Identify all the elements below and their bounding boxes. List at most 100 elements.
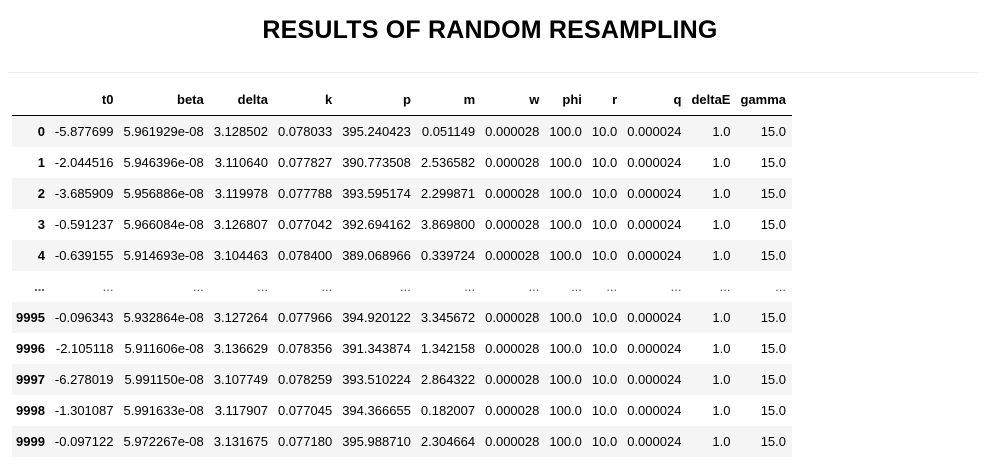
column-header: phi	[545, 84, 588, 116]
table-row: 2 -3.685909 5.956886e-08 3.119978 0.077788 39…	[12, 178, 792, 209]
table-cell: 392.694162	[342, 217, 411, 232]
table-cell: 0.000028	[485, 248, 540, 263]
table-cell: 10.0	[591, 434, 618, 449]
table-cell: 0.078400	[277, 248, 333, 263]
row-index: 9998	[16, 403, 45, 418]
table-cell: 15.0	[760, 217, 786, 232]
table-cell: 100.0	[549, 217, 582, 232]
table-cell: 5.946396e-08	[123, 155, 204, 170]
table-cell: -6.278019	[54, 372, 114, 387]
column-header: w	[481, 84, 546, 116]
table-cell: 0.000028	[485, 186, 540, 201]
table-cell: 1.0	[712, 372, 731, 387]
table-cell: ...	[192, 279, 204, 294]
table-cell: 3.345672	[420, 310, 476, 325]
table-cell: 15.0	[760, 434, 786, 449]
table-cell: ...	[719, 279, 731, 294]
table-cell: 0.000024	[627, 248, 682, 263]
table-cell: 0.077788	[277, 186, 333, 201]
table-cell: 3.128502	[213, 124, 268, 139]
table-cell: -2.044516	[54, 155, 114, 170]
table-cell: 395.988710	[342, 434, 411, 449]
table-cell: 5.966084e-08	[123, 217, 204, 232]
table-cell: 5.932864e-08	[123, 310, 204, 325]
table-cell: 0.078356	[277, 341, 333, 356]
table-cell: 3.104463	[213, 248, 268, 263]
column-header: gamma	[736, 84, 792, 116]
table-cell: 0.077827	[277, 155, 333, 170]
table-cell: ...	[102, 279, 114, 294]
column-header: t0	[50, 84, 120, 116]
table-cell: 5.991150e-08	[124, 372, 204, 387]
table-row: 9998 -1.301087 5.991633e-08 3.117907 0.07704…	[12, 395, 792, 426]
table-cell: 0.000028	[485, 124, 540, 139]
row-index: 3	[37, 217, 45, 232]
table-cell: ...	[670, 279, 682, 294]
table-cell: 0.078259	[277, 372, 333, 387]
row-index: 4	[37, 248, 45, 263]
table-cell: 0.000024	[627, 217, 682, 232]
table-cell: 15.0	[760, 310, 786, 325]
table-cell: 2.304664	[420, 434, 476, 449]
table-cell: 10.0	[591, 403, 618, 418]
column-header: k	[273, 84, 339, 116]
table-cell: 0.182007	[420, 403, 476, 418]
table-cell: 393.510224	[342, 372, 411, 387]
table-cell: 10.0	[591, 217, 618, 232]
table-cell: 1.342158	[420, 341, 476, 356]
table-row: 9999 -0.097122 5.972267e-08 3.131675 0.07718…	[12, 426, 792, 457]
column-header: m	[416, 84, 482, 116]
table-cell: ...	[775, 279, 786, 294]
table-cell: -0.096343	[54, 310, 114, 325]
table-cell: 15.0	[760, 372, 786, 387]
table-cell: 3.131675	[213, 434, 268, 449]
row-index: 9996	[16, 341, 45, 356]
table-cell: 15.0	[760, 248, 786, 263]
table-row: 9995 -0.096343 5.932864e-08 3.127264 0.07796…	[12, 302, 792, 333]
table-cell: -0.591237	[54, 217, 114, 232]
table-cell: 2.299871	[420, 186, 476, 201]
table-cell: 3.107749	[213, 372, 268, 387]
table-cell: 0.077180	[277, 434, 333, 449]
table-cell: 0.000024	[627, 186, 682, 201]
table-cell: 393.595174	[342, 186, 411, 201]
row-index: 0	[37, 124, 45, 139]
table-cell: 1.0	[712, 155, 731, 170]
table-cell: 0.077966	[277, 310, 333, 325]
table-cell: 0.000028	[485, 372, 540, 387]
table-cell: 391.343874	[342, 341, 411, 356]
page-title: RESULTS OF RANDOM RESAMPLING	[262, 16, 718, 44]
table-cell: 1.0	[712, 248, 731, 263]
table-cell: 5.961929e-08	[123, 124, 204, 139]
table-cell: 100.0	[549, 248, 582, 263]
column-header: r	[587, 84, 624, 116]
table-cell: 1.0	[712, 217, 731, 232]
table-cell: 1.0	[712, 186, 731, 201]
table-cell: 10.0	[591, 372, 618, 387]
table-cell: 0.000024	[627, 310, 682, 325]
table-cell: ...	[464, 279, 476, 294]
table-cell: 1.0	[712, 341, 731, 356]
table-cell: 0.078033	[277, 124, 333, 139]
table-cell: 394.366655	[342, 403, 411, 418]
table-cell: 100.0	[549, 186, 582, 201]
table-cell: ...	[528, 279, 540, 294]
table-cell: 0.000024	[627, 155, 682, 170]
table-cell: ...	[321, 279, 333, 294]
table-cell: 0.000028	[485, 403, 540, 418]
table-cell: 15.0	[760, 403, 786, 418]
table-cell: -5.877699	[54, 124, 114, 139]
table-row: 9997 -6.278019 5.991150e-08 3.107749 0.07825…	[12, 364, 792, 395]
table-cell: 100.0	[549, 434, 582, 449]
column-header: q	[623, 84, 688, 116]
table-cell: 5.956886e-08	[123, 186, 204, 201]
column-header: delta	[209, 84, 274, 116]
table-cell: 100.0	[549, 310, 582, 325]
table-cell: 3.136629	[213, 341, 268, 356]
table-cell: 5.991633e-08	[123, 403, 204, 418]
column-header: p	[338, 84, 417, 116]
table-cell: ...	[257, 279, 268, 294]
table-cell: ...	[606, 279, 618, 294]
table-cell: ...	[571, 279, 582, 294]
row-index: 2	[37, 186, 45, 201]
